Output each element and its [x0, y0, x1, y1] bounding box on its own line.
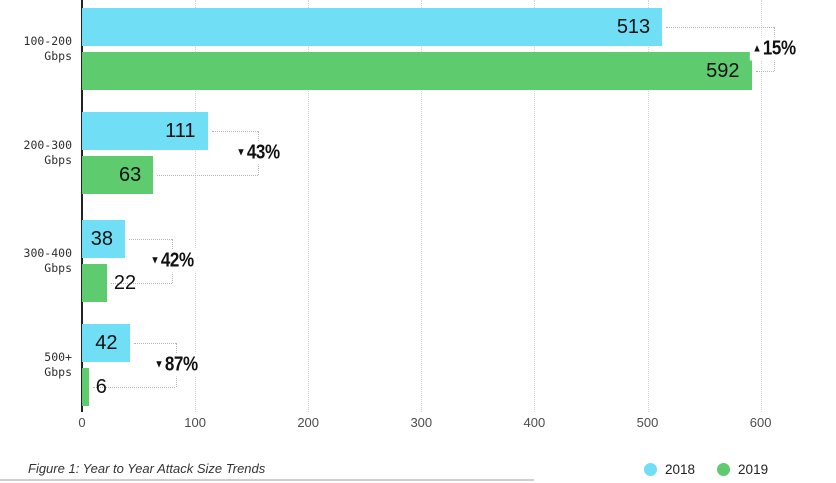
y-axis-line — [81, 0, 83, 412]
down-arrow-icon: ▼ — [153, 358, 163, 371]
legend-swatch-icon — [644, 463, 657, 476]
category-unit-text: Gbps — [44, 49, 72, 63]
bar-2019-100-200-gbps — [82, 52, 752, 90]
x-tick-label-0: 0 — [78, 415, 86, 430]
gridline-400 — [534, 0, 536, 412]
down-arrow-icon: ▼ — [235, 146, 245, 159]
connector-top-300-400-gbps — [128, 239, 172, 240]
x-tick-label-300: 300 — [410, 415, 433, 430]
category-unit-text: Gbps — [44, 365, 72, 379]
change-percent-text: 42% — [160, 249, 194, 272]
bottom-divider — [0, 479, 534, 481]
category-range-text: 100-200 — [23, 34, 72, 48]
bar-2019-200-300-gbps — [82, 156, 154, 194]
bar-2019-300-400-gbps — [82, 264, 107, 302]
connector-bottom-500-gbps — [92, 387, 176, 388]
x-tick-label-400: 400 — [523, 415, 546, 430]
change-percent-text: 43% — [246, 141, 280, 164]
gridline-500 — [647, 0, 649, 412]
change-label-500-gbps: ▼ 87% — [151, 353, 200, 377]
change-label-100-200-gbps: ▲ 15% — [749, 37, 798, 61]
value-label-2018-300-400-gbps: 38 — [90, 228, 113, 250]
category-label-100-200-gbps: 100-200 Gbps — [24, 34, 72, 64]
x-tick-label-600: 600 — [749, 415, 772, 430]
connector-bottom-100-200-gbps — [755, 71, 774, 72]
category-unit-text: Gbps — [44, 261, 72, 275]
gridline-600 — [760, 0, 762, 412]
category-label-500-gbps: 500+ Gbps — [44, 350, 72, 380]
legend-item-2019: 2019 — [717, 462, 768, 477]
value-label-2019-100-200-gbps: 592 — [706, 60, 740, 82]
x-tick-label-200: 200 — [297, 415, 320, 430]
category-range-text: 200-300 — [23, 138, 72, 152]
x-tick-label-500: 500 — [636, 415, 659, 430]
down-arrow-icon: ▼ — [150, 254, 160, 267]
value-label-2019-500-gbps: 6 — [95, 376, 107, 398]
connector-top-200-300-gbps — [211, 131, 258, 132]
connector-bottom-300-400-gbps — [110, 283, 172, 284]
bar-2018-500-gbps — [82, 324, 130, 362]
change-label-300-400-gbps: ▼ 42% — [147, 249, 197, 273]
figure-caption: Figure 1: Year to Year Attack Size Trend… — [28, 461, 266, 476]
category-unit-text: Gbps — [44, 153, 72, 167]
chart-legend: 2018 2019 — [644, 462, 768, 477]
category-range-text: 500+ — [44, 350, 72, 364]
legend-swatch-icon — [717, 463, 731, 476]
up-arrow-icon: ▲ — [751, 42, 761, 55]
category-range-text: 300-400 — [23, 246, 72, 260]
bar-2018-300-400-gbps — [82, 220, 125, 258]
change-percent-text: 87% — [164, 353, 198, 376]
bar-2018-200-300-gbps — [82, 112, 208, 150]
gridline-200 — [308, 0, 310, 412]
connector-top-100-200-gbps — [666, 27, 774, 28]
value-label-2018-200-300-gbps: 111 — [165, 120, 196, 142]
value-label-2018-500-gbps: 42 — [95, 332, 118, 354]
value-label-2018-100-200-gbps: 513 — [616, 16, 651, 38]
bar-2018-100-200-gbps — [82, 8, 663, 46]
legend-item-2018: 2018 — [644, 462, 695, 477]
gridline-100 — [195, 0, 197, 412]
value-label-2019-200-300-gbps: 63 — [119, 164, 142, 186]
legend-label: 2018 — [665, 462, 696, 477]
change-percent-text: 15% — [762, 37, 796, 60]
category-label-300-400-gbps: 300-400 Gbps — [24, 246, 72, 276]
bar-2019-500-gbps — [82, 368, 89, 406]
gridline-300 — [421, 0, 423, 412]
legend-label: 2019 — [738, 462, 769, 477]
connector-bottom-200-300-gbps — [157, 175, 258, 176]
value-label-2019-300-400-gbps: 22 — [113, 272, 137, 294]
x-tick-label-100: 100 — [184, 415, 206, 430]
category-label-200-300-gbps: 200-300 Gbps — [24, 138, 72, 168]
change-label-200-300-gbps: ▼ 43% — [233, 141, 282, 165]
connector-top-500-gbps — [133, 343, 176, 344]
